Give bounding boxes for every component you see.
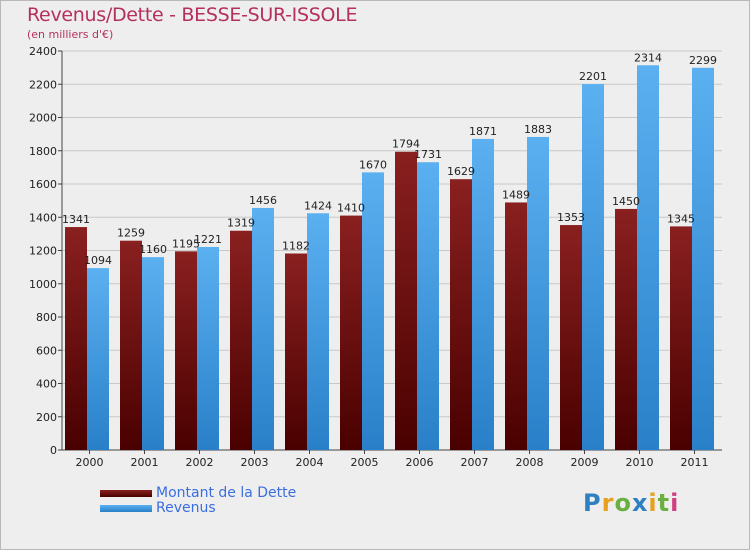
x-tick-label: 2005 <box>351 456 379 469</box>
chart-subtitle: (en milliers d'€) <box>27 28 114 41</box>
bar-revenue <box>87 268 109 450</box>
legend-label-debt: Montant de la Dette <box>156 485 297 501</box>
data-label-debt: 1195 <box>172 237 200 250</box>
data-label-revenue: 1094 <box>84 254 112 267</box>
data-label-revenue: 1456 <box>249 194 277 207</box>
data-label-revenue: 1731 <box>414 148 442 161</box>
x-tick-label: 2009 <box>571 456 599 469</box>
data-label-debt: 1182 <box>282 239 310 252</box>
data-label-debt: 1353 <box>557 211 585 224</box>
data-label-revenue: 1221 <box>194 233 222 246</box>
bar-debt <box>175 251 197 450</box>
bar-revenue <box>472 138 494 451</box>
chart-title: Revenus/Dette - BESSE-SUR-ISSOLE <box>27 4 358 26</box>
data-label-revenue: 2201 <box>579 70 607 83</box>
y-tick-label: 2400 <box>29 45 57 58</box>
bar-revenue <box>197 247 219 450</box>
data-label-revenue: 1883 <box>524 123 552 136</box>
data-label-debt: 1319 <box>227 217 255 230</box>
bar-revenue <box>692 67 714 450</box>
y-tick-label: 1600 <box>29 178 57 191</box>
y-tick-label: 800 <box>36 311 57 324</box>
bar-debt <box>560 225 582 450</box>
legend-label-revenue: Revenus <box>156 500 216 516</box>
data-label-debt: 1629 <box>447 165 475 178</box>
x-tick-label: 2007 <box>461 456 489 469</box>
logo-letter: x <box>631 489 649 517</box>
y-tick-label: 0 <box>50 444 57 457</box>
y-tick-label: 2000 <box>29 112 57 125</box>
x-tick-label: 2001 <box>131 456 159 469</box>
x-tick-label: 2000 <box>76 456 104 469</box>
data-label-debt: 1341 <box>62 213 90 226</box>
x-tick-label: 2002 <box>186 456 214 469</box>
data-label-debt: 1450 <box>612 195 640 208</box>
data-label-debt: 1794 <box>392 138 420 151</box>
bar-revenue <box>252 207 274 450</box>
bar-debt <box>670 226 692 450</box>
logo-letter: r <box>601 489 615 517</box>
x-tick-label: 2011 <box>681 456 709 469</box>
data-label-revenue: 2299 <box>689 54 717 67</box>
data-label-revenue: 1160 <box>139 243 167 256</box>
bar-debt <box>395 151 417 450</box>
bar-debt <box>615 208 637 450</box>
x-tick-label: 2006 <box>406 456 434 469</box>
bar-debt <box>505 202 527 450</box>
logo-letter: i <box>648 489 658 517</box>
x-tick-label: 2008 <box>516 456 544 469</box>
bar-revenue <box>637 65 659 451</box>
bar-revenue <box>582 84 604 451</box>
data-label-revenue: 1670 <box>359 158 387 171</box>
logo-letter: i <box>670 489 680 517</box>
y-tick-label: 1000 <box>29 278 57 291</box>
logo-letter: P <box>583 489 602 517</box>
data-label-debt: 1489 <box>502 188 530 201</box>
bar-debt <box>450 179 472 450</box>
data-label-revenue: 2314 <box>634 51 662 64</box>
bar-revenue <box>142 257 164 450</box>
x-tick-label: 2004 <box>296 456 324 469</box>
y-tick-label: 2200 <box>29 78 57 91</box>
data-label-revenue: 1424 <box>304 199 332 212</box>
bar-revenue <box>307 213 329 450</box>
proxiti-logo: Proxiti <box>583 489 679 517</box>
y-tick-label: 200 <box>36 411 57 424</box>
logo-letter: o <box>614 489 632 517</box>
bar-debt <box>340 215 362 450</box>
y-tick-label: 600 <box>36 344 57 357</box>
bar-revenue <box>362 172 384 451</box>
y-tick-label: 1800 <box>29 145 57 158</box>
data-label-debt: 1345 <box>667 212 695 225</box>
y-tick-label: 1200 <box>29 245 57 258</box>
data-label-debt: 1410 <box>337 202 365 215</box>
legend-swatch-debt <box>100 490 152 497</box>
data-label-revenue: 1871 <box>469 125 497 138</box>
y-tick-label: 1400 <box>29 211 57 224</box>
y-tick-label: 400 <box>36 378 57 391</box>
data-label-debt: 1259 <box>117 227 145 240</box>
bar-revenue <box>417 162 439 450</box>
bar-debt <box>120 240 142 450</box>
bar-revenue <box>527 136 549 451</box>
x-tick-label: 2003 <box>241 456 269 469</box>
bar-debt <box>285 253 307 450</box>
bar-debt <box>65 227 87 450</box>
logo-letter: t <box>657 489 671 517</box>
x-tick-label: 2010 <box>626 456 654 469</box>
bar-debt <box>230 230 252 450</box>
legend-swatch-revenue <box>100 505 152 512</box>
